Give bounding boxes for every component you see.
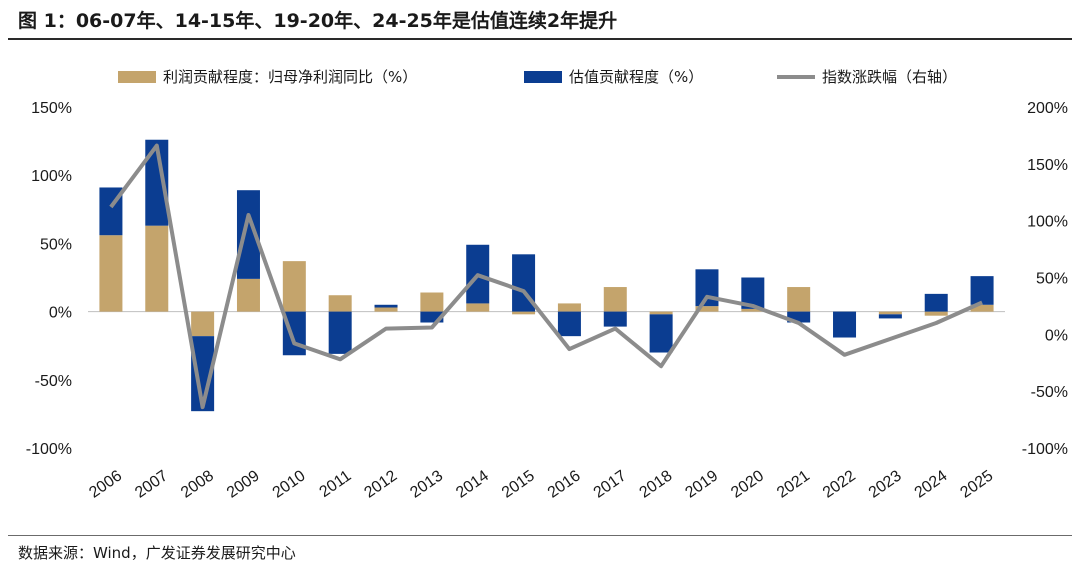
left-axis: 150% 100% 50% 0% -50% -100% (26, 100, 72, 458)
x-axis: 2006 2007 2008 2009 2010 2011 2012 2013 2014 2015… (86, 467, 996, 501)
left-tick-label: 50% (40, 236, 72, 253)
legend-label-index: 指数涨跌幅（右轴） (822, 68, 957, 86)
x-tick-label: 2016 (545, 467, 584, 501)
x-tick-label: 2009 (224, 467, 263, 501)
legend-label-earnings: 利润贡献程度：归母净利润同比（%） (163, 68, 417, 86)
x-tick-label: 2017 (591, 467, 630, 501)
left-tick-label: -50% (35, 373, 72, 390)
x-tick-label: 2012 (361, 467, 400, 501)
right-axis: 200% 150% 100% 50% 0% -50% -100% (1022, 100, 1068, 458)
x-tick-label: 2023 (866, 467, 905, 501)
left-tick-label: 0% (49, 305, 72, 322)
earnings-bar-2023 (878, 311, 902, 315)
valuation-bar-2024 (924, 293, 948, 312)
earnings-bar-2015 (512, 311, 536, 315)
earnings-bar-2021 (787, 287, 811, 312)
index-line-series (109, 143, 983, 410)
earnings-bar-2013 (420, 292, 444, 312)
right-tick-label: 0% (1045, 327, 1068, 344)
x-tick-label: 2024 (912, 467, 951, 501)
x-tick-label: 2019 (682, 467, 721, 501)
right-tick-label: 200% (1027, 100, 1068, 117)
source-note: 数据来源：Wind，广发证券发展研究中心 (18, 544, 296, 562)
valuation-bar-2025 (970, 276, 994, 305)
valuation-bar-2021 (787, 311, 811, 323)
left-tick-label: 100% (31, 168, 72, 185)
earnings-bar-2020 (741, 308, 765, 312)
chart-svg: 利润贡献程度：归母净利润同比（%） 估值贡献程度（%） 指数涨跌幅（右轴） 15… (26, 68, 1068, 502)
right-tick-label: 50% (1036, 271, 1068, 288)
earnings-bar-2012 (374, 307, 398, 312)
x-tick-label: 2008 (178, 467, 217, 501)
earnings-bar-2024 (924, 311, 948, 316)
earnings-bar-2011 (328, 295, 352, 312)
x-tick-label: 2018 (637, 467, 676, 501)
x-tick-label: 2015 (499, 467, 538, 501)
valuation-bar-2016 (557, 311, 581, 337)
left-tick-label: -100% (26, 441, 72, 458)
earnings-bar-2006 (99, 235, 123, 312)
x-tick-label: 2025 (957, 467, 996, 501)
earnings-bar-2014 (466, 303, 490, 312)
x-tick-label: 2007 (132, 467, 171, 501)
earnings-bar-2007 (145, 225, 169, 312)
valuation-bar-2009 (236, 190, 260, 279)
valuation-bar-2012 (374, 304, 398, 308)
x-tick-label: 2010 (270, 467, 309, 501)
earnings-bar-2008 (191, 311, 215, 337)
legend-label-valuation: 估值贡献程度（%） (569, 68, 703, 86)
earnings-bar-2010 (282, 261, 306, 312)
index-line (109, 143, 983, 410)
valuation-bar-2007 (145, 139, 169, 226)
valuation-bar-2020 (741, 277, 765, 309)
x-tick-label: 2014 (453, 467, 492, 501)
earnings-bar-2025 (970, 304, 994, 312)
earnings-bar-2017 (603, 287, 627, 312)
valuation-bar-2011 (328, 311, 352, 354)
valuation-bar-2019 (695, 269, 719, 307)
x-tick-label: 2013 (407, 467, 446, 501)
chart-title: 图 1：06-07年、14-15年、19-20年、24-25年是估值连续2年提升 (18, 10, 618, 32)
earnings-bar-2009 (236, 278, 260, 312)
x-tick-label: 2006 (86, 467, 125, 501)
left-tick-label: 150% (31, 100, 72, 117)
source-rule (8, 535, 1072, 536)
earnings-bar-2018 (649, 311, 673, 315)
valuation-bar-2017 (603, 311, 627, 327)
bars (99, 139, 994, 412)
right-tick-label: 150% (1027, 157, 1068, 174)
x-tick-label: 2011 (317, 467, 355, 501)
title-rule (8, 38, 1072, 40)
earnings-bar-2019 (695, 306, 719, 312)
right-tick-label: -50% (1031, 384, 1068, 401)
x-tick-label: 2020 (728, 467, 767, 501)
right-tick-label: 100% (1027, 214, 1068, 231)
earnings-bar-2016 (557, 303, 581, 312)
valuation-bar-2023 (878, 314, 902, 319)
legend-swatch-earnings (118, 71, 156, 83)
valuation-bar-2008 (191, 336, 215, 412)
right-tick-label: -100% (1022, 441, 1068, 458)
x-tick-label: 2021 (774, 467, 813, 501)
legend: 利润贡献程度：归母净利润同比（%） 估值贡献程度（%） 指数涨跌幅（右轴） (118, 68, 957, 86)
valuation-bar-2018 (649, 314, 673, 353)
x-tick-label: 2022 (820, 467, 859, 501)
valuation-bar-2022 (833, 311, 857, 338)
valuation-bar-2013 (420, 311, 444, 323)
legend-swatch-valuation (524, 71, 562, 83)
